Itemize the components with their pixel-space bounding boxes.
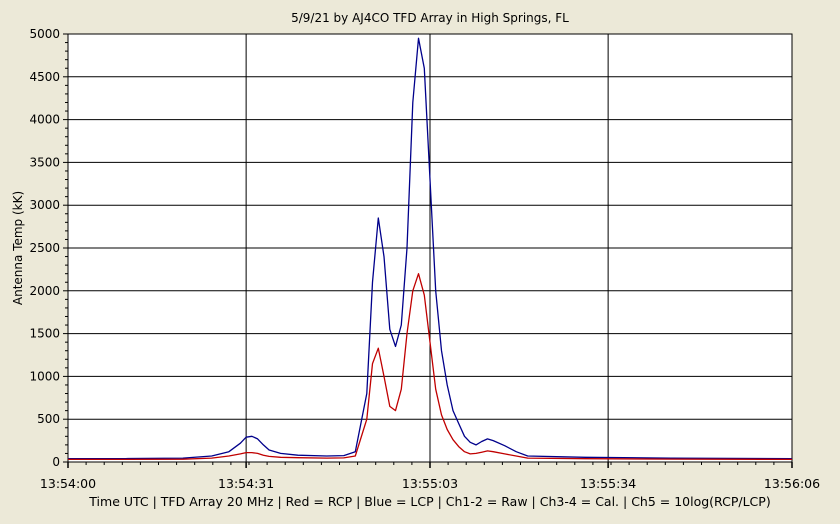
x-tick-label: 13:54:31	[218, 476, 274, 491]
y-tick-label: 3500	[29, 155, 60, 169]
chart-title: 5/9/21 by AJ4CO TFD Array in High Spring…	[291, 11, 569, 25]
y-axis-label: Antenna Temp (kK)	[11, 191, 25, 305]
x-tick-label: 13:55:03	[402, 476, 458, 491]
y-tick-label: 2500	[29, 241, 60, 255]
series-line-1	[68, 273, 793, 461]
y-tick-label: 4500	[29, 70, 60, 84]
y-tick-label: 0	[52, 455, 60, 469]
y-tick-label: 4000	[29, 113, 60, 127]
y-tick-label: 2000	[29, 284, 60, 298]
series-layer	[68, 37, 793, 461]
y-tick-label: 1500	[29, 327, 60, 341]
y-tick-label: 500	[37, 412, 60, 426]
grid-lines	[68, 34, 792, 462]
series-line-0	[68, 37, 793, 460]
y-tick-label: 1000	[29, 369, 60, 383]
y-tick-label: 5000	[29, 27, 60, 41]
x-tick-label: 13:55:34	[580, 476, 636, 491]
axes: 0 500 1000 1500 2000 2500 3000 3500 4000 4500 5000…	[29, 27, 820, 491]
x-axis-label: Time UTC | TFD Array 20 MHz | Red = RCP …	[88, 494, 770, 509]
x-tick-label: 13:54:00	[40, 476, 96, 491]
y-tick-label: 3000	[29, 198, 60, 212]
x-tick-label: 13:56:06	[764, 476, 820, 491]
